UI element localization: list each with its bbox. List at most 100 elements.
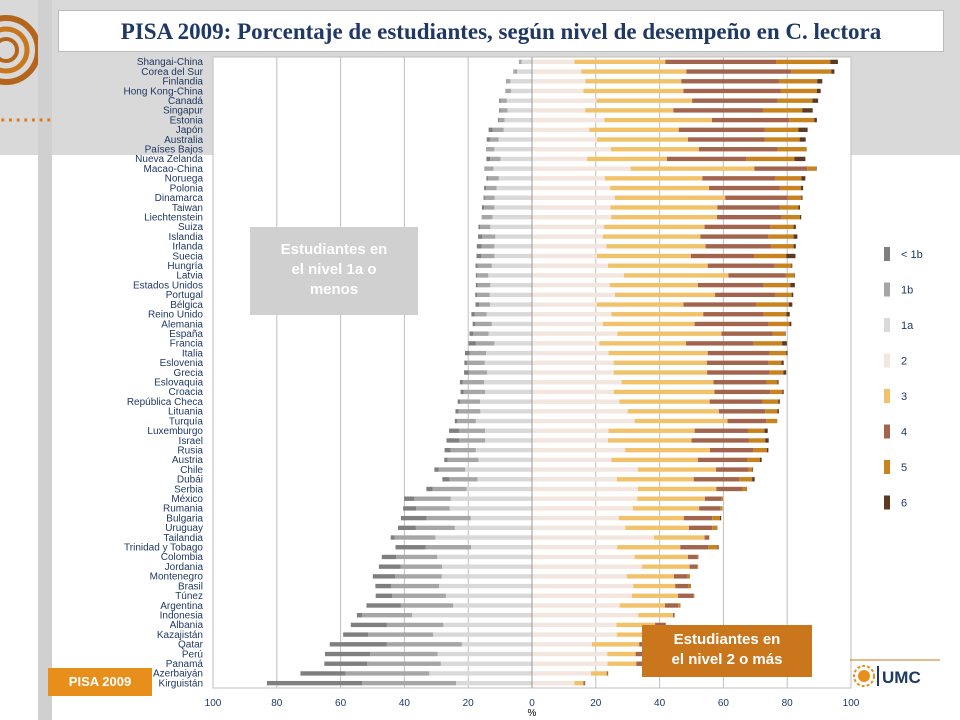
bar-segment [479, 302, 490, 307]
bar-segment [678, 603, 681, 608]
bar-segment [368, 632, 434, 637]
bar-segment [496, 185, 532, 191]
category-label: Islandia [169, 232, 204, 243]
category-label: Dubái [177, 475, 203, 486]
bar-segment [626, 574, 674, 579]
bar-segment [532, 467, 638, 472]
bar-segment [635, 651, 643, 657]
bar-segment [478, 457, 532, 463]
bar-segment [400, 564, 443, 569]
bar-segment [447, 457, 479, 463]
page-title: PISA 2009: Porcentaje de estudiantes, se… [120, 19, 882, 44]
bar-segment [532, 613, 639, 618]
bar-segment [532, 127, 590, 132]
bar-segment [683, 515, 713, 521]
bar-segment [386, 642, 462, 647]
bar-segment [602, 321, 695, 327]
bar-segment [606, 671, 608, 676]
bar-segment [491, 263, 532, 268]
bar-segment [714, 389, 771, 395]
bar-segment [492, 127, 504, 132]
bar-segment [638, 613, 673, 618]
bar-segment [532, 108, 586, 113]
swirl-logo-icon [0, 15, 38, 85]
bar-segment [532, 98, 597, 103]
bar-segment [625, 525, 689, 531]
bar-segment [532, 506, 633, 511]
category-label: Rusia [177, 445, 203, 456]
bar-segment [704, 535, 710, 540]
bar-segment [583, 680, 585, 686]
bar-segment [503, 127, 532, 132]
bar-segment [532, 321, 603, 327]
bar-segment [488, 273, 532, 278]
bar-segment [476, 253, 482, 259]
legend-label: 1b [901, 285, 913, 297]
bar-segment [770, 244, 794, 249]
bar-segment [775, 292, 792, 298]
bar-segment [602, 234, 701, 239]
bar-segment [329, 642, 387, 647]
bar-segment [616, 632, 651, 637]
pisa-badge: PISA 2009 [48, 668, 152, 696]
bar-segment [699, 506, 721, 511]
bar-segment [391, 583, 440, 589]
bar-segment [490, 224, 532, 230]
x-tick-label: 80 [782, 698, 794, 709]
category-label: Kirguistán [159, 678, 203, 689]
bar-segment [688, 525, 713, 531]
legend-label: 6 [901, 498, 907, 510]
bar-segment [630, 166, 755, 171]
category-label: Suiza [178, 222, 203, 233]
bar-segment [498, 117, 505, 123]
bar-segment [617, 545, 681, 550]
category-label: Kazajistán [157, 630, 203, 641]
bar-segment [766, 418, 778, 424]
bar-segment [739, 477, 753, 482]
bar-segment [532, 593, 632, 598]
bar-segment [783, 370, 787, 375]
legend-label: 1a [901, 320, 914, 332]
bar-segment [618, 515, 684, 521]
bar-segment [754, 253, 787, 259]
bar-segment [532, 477, 617, 482]
bar-segment [719, 515, 722, 521]
bar-segment [786, 253, 796, 259]
category-label: Panamá [166, 659, 204, 670]
bar-segment [497, 117, 499, 123]
bar-segment [475, 302, 480, 307]
bar-segment [747, 457, 760, 463]
bar-segment [768, 234, 794, 239]
bar-segment [675, 583, 689, 589]
bar-segment [532, 205, 611, 210]
bar-segment [708, 545, 718, 550]
bar-segment [619, 399, 710, 404]
bar-segment [793, 224, 796, 230]
bar-segment [717, 545, 719, 550]
legend-swatch [884, 389, 890, 403]
bar-segment [425, 545, 472, 550]
bar-segment [532, 69, 582, 74]
bar-segment [445, 593, 532, 598]
bar-segment [395, 574, 442, 579]
category-label: Noruega [165, 174, 204, 185]
category-label: Liechtenstein [144, 212, 203, 223]
bar-segment [610, 147, 699, 152]
bar-segment [532, 380, 622, 385]
bar-segment [752, 467, 754, 472]
bar-segment [477, 263, 492, 268]
bar-segment [485, 166, 494, 171]
bar-segment [581, 69, 687, 74]
bar-segment [779, 185, 801, 191]
bar-segment [606, 244, 706, 249]
category-label: Jordania [165, 562, 204, 573]
bar-segment [532, 88, 584, 94]
category-label: Túnez [175, 591, 203, 602]
bar-segment [532, 117, 605, 123]
bar-segment [697, 564, 699, 569]
bar-segment [490, 282, 532, 288]
bar-segment [495, 234, 532, 239]
bar-segment [625, 447, 711, 453]
bar-segment [728, 273, 786, 278]
